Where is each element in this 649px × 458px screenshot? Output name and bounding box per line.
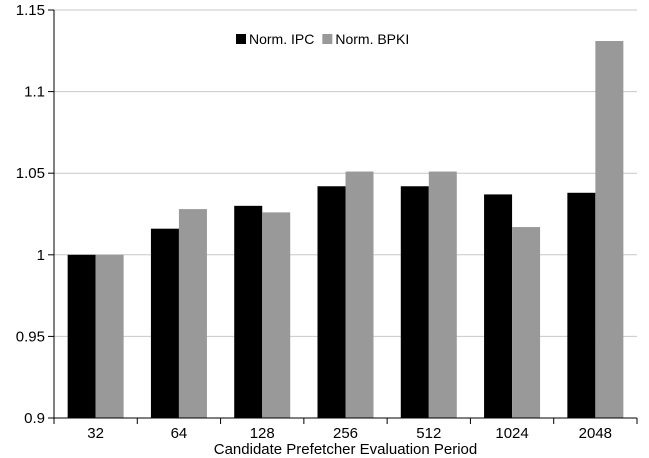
bars	[67, 41, 624, 419]
legend: Norm. IPC Norm. BPKI	[236, 31, 409, 47]
legend-label-norm-bpki: Norm. BPKI	[335, 31, 409, 47]
bar-norm-ipc-2048	[567, 192, 596, 418]
bar-norm-ipc-1024	[484, 194, 513, 418]
x-tick-label: 32	[87, 425, 104, 442]
x-tick-label: 1024	[495, 425, 528, 442]
bar-norm-bpki-2048	[595, 41, 624, 419]
bar-norm-bpki-128	[262, 212, 291, 418]
bar-norm-ipc-32	[67, 254, 96, 418]
y-axis-ticks: 0.9 0.95 1 1.05 1.1 1.15	[16, 2, 54, 427]
y-tick-label: 0.95	[16, 328, 45, 345]
x-tick-label: 128	[250, 425, 275, 442]
y-tick-label: 1.1	[24, 84, 45, 101]
legend-label-norm-ipc: Norm. IPC	[249, 31, 314, 47]
bar-norm-ipc-256	[317, 186, 346, 418]
bar-norm-bpki-32	[95, 254, 124, 418]
bar-norm-bpki-256	[345, 171, 374, 418]
y-tick-label: 1.15	[16, 2, 45, 19]
x-tick-label: 64	[171, 425, 188, 442]
x-tick-label: 2048	[579, 425, 612, 442]
x-axis-label: Candidate Prefetcher Evaluation Period	[214, 441, 478, 458]
legend-swatch-norm-ipc	[236, 34, 246, 44]
x-axis-ticks: 32 64 128 256 512 1024 2048	[53, 418, 638, 442]
legend-swatch-norm-bpki	[322, 34, 333, 44]
x-tick-label: 512	[416, 425, 441, 442]
y-tick-label: 1	[37, 247, 45, 264]
bar-norm-bpki-512	[428, 171, 457, 418]
bar-norm-bpki-1024	[512, 227, 541, 418]
y-tick-label: 1.05	[16, 165, 45, 182]
x-tick-label: 256	[333, 425, 358, 442]
bar-norm-ipc-128	[234, 205, 263, 418]
bar-norm-ipc-64	[150, 228, 179, 418]
axes	[53, 10, 637, 419]
bar-norm-ipc-512	[400, 186, 429, 418]
bar-norm-bpki-64	[178, 209, 207, 418]
y-tick-label: 0.9	[24, 410, 45, 427]
